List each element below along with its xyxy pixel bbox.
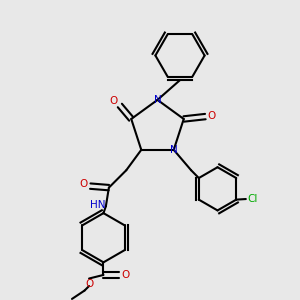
Text: N: N — [154, 95, 161, 105]
Text: O: O — [110, 96, 118, 106]
Text: N: N — [170, 145, 178, 155]
Text: HN: HN — [90, 200, 105, 210]
Text: O: O — [80, 179, 88, 189]
Text: O: O — [208, 111, 216, 121]
Text: O: O — [122, 270, 130, 280]
Text: O: O — [85, 279, 93, 289]
Text: Cl: Cl — [247, 194, 258, 204]
